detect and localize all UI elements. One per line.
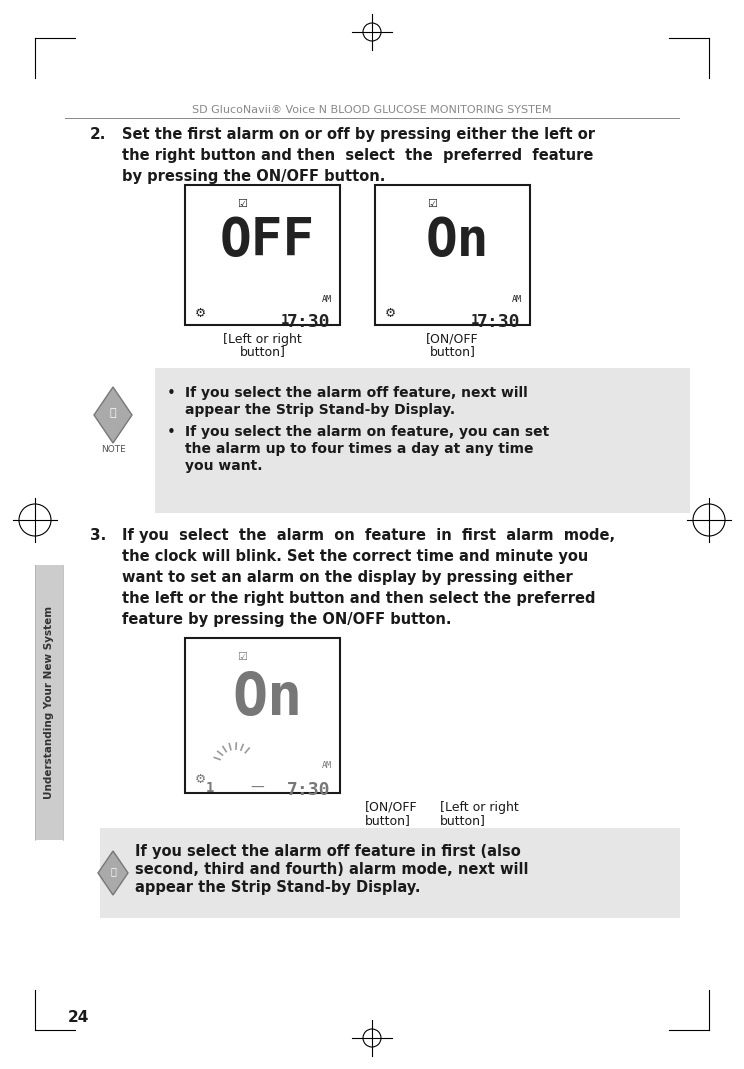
Text: button]: button] xyxy=(240,345,286,358)
Bar xyxy=(185,185,340,325)
Text: •: • xyxy=(167,386,176,401)
Text: 7:30: 7:30 xyxy=(476,313,520,331)
Text: If you select the alarm off feature, next will: If you select the alarm off feature, nex… xyxy=(185,386,527,400)
Text: ☑: ☑ xyxy=(428,199,437,210)
Text: ⚙: ⚙ xyxy=(195,307,206,320)
Bar xyxy=(100,828,680,918)
Text: the clock will blink. Set the correct time and minute you: the clock will blink. Set the correct ti… xyxy=(122,549,589,564)
Text: On: On xyxy=(426,215,490,267)
Text: 24: 24 xyxy=(68,1010,89,1025)
Text: NOTE: NOTE xyxy=(100,445,126,454)
Text: [ON/OFF: [ON/OFF xyxy=(365,801,417,814)
Text: If you  select  the  alarm  on  feature  in  ﬁrst  alarm  mode,: If you select the alarm on feature in ﬁr… xyxy=(122,528,615,543)
Text: ⚙: ⚙ xyxy=(385,307,397,320)
Text: feature by pressing the ON/OFF button.: feature by pressing the ON/OFF button. xyxy=(122,611,452,628)
Text: the right button and then  select  the  preferred  feature: the right button and then select the pre… xyxy=(122,148,594,162)
Text: the alarm up to four times a day at any time: the alarm up to four times a day at any … xyxy=(185,441,533,456)
Text: SD GlucoNavii® Voice N BLOOD GLUCOSE MONITORING SYSTEM: SD GlucoNavii® Voice N BLOOD GLUCOSE MON… xyxy=(192,105,552,115)
Text: appear the Strip Stand-by Display.: appear the Strip Stand-by Display. xyxy=(185,403,455,417)
Text: AM: AM xyxy=(322,295,332,304)
Text: 7:30: 7:30 xyxy=(286,781,330,799)
Text: 1: 1 xyxy=(471,313,479,327)
Bar xyxy=(155,368,690,513)
Text: OFF: OFF xyxy=(220,215,315,267)
Text: If you select the alarm on feature, you can set: If you select the alarm on feature, you … xyxy=(185,425,549,439)
Text: second, third and fourth) alarm mode, next will: second, third and fourth) alarm mode, ne… xyxy=(135,862,528,877)
Text: 📖: 📖 xyxy=(110,866,116,876)
Text: [Left or right: [Left or right xyxy=(440,801,519,814)
Text: 7:30: 7:30 xyxy=(286,313,330,331)
Text: button]: button] xyxy=(429,345,475,358)
Polygon shape xyxy=(94,387,132,443)
Text: AM: AM xyxy=(322,761,332,770)
Text: ☑: ☑ xyxy=(237,652,248,662)
Text: the left or the right button and then select the preferred: the left or the right button and then se… xyxy=(122,591,595,606)
Text: 2.: 2. xyxy=(90,127,106,142)
Polygon shape xyxy=(98,851,128,895)
Text: you want.: you want. xyxy=(185,459,263,472)
Bar xyxy=(185,638,340,793)
Text: want to set an alarm on the display by pressing either: want to set an alarm on the display by p… xyxy=(122,570,573,585)
Text: ☑: ☑ xyxy=(237,199,248,210)
Text: —: — xyxy=(251,781,264,795)
Text: •: • xyxy=(167,425,176,440)
Text: On: On xyxy=(232,670,303,727)
Text: 3.: 3. xyxy=(90,528,106,543)
Bar xyxy=(35,566,63,840)
Text: ⚙: ⚙ xyxy=(195,773,206,786)
Text: appear the Strip Stand-by Display.: appear the Strip Stand-by Display. xyxy=(135,880,420,895)
Text: AM: AM xyxy=(512,295,522,304)
Text: 📖: 📖 xyxy=(109,408,116,418)
Text: 1: 1 xyxy=(206,781,214,795)
Text: button]: button] xyxy=(440,814,486,827)
Text: 1: 1 xyxy=(280,313,289,327)
Text: button]: button] xyxy=(365,814,411,827)
Text: by pressing the ON/OFF button.: by pressing the ON/OFF button. xyxy=(122,169,385,184)
Text: Set the ﬁrst alarm on or off by pressing either the left or: Set the ﬁrst alarm on or off by pressing… xyxy=(122,127,595,142)
Text: If you select the alarm off feature in ﬁrst (also: If you select the alarm off feature in ﬁ… xyxy=(135,845,521,859)
Text: Understanding Your New System: Understanding Your New System xyxy=(44,606,54,799)
Text: [ON/OFF: [ON/OFF xyxy=(426,334,479,346)
Bar xyxy=(375,185,530,325)
Text: [Left or right: [Left or right xyxy=(223,334,302,346)
